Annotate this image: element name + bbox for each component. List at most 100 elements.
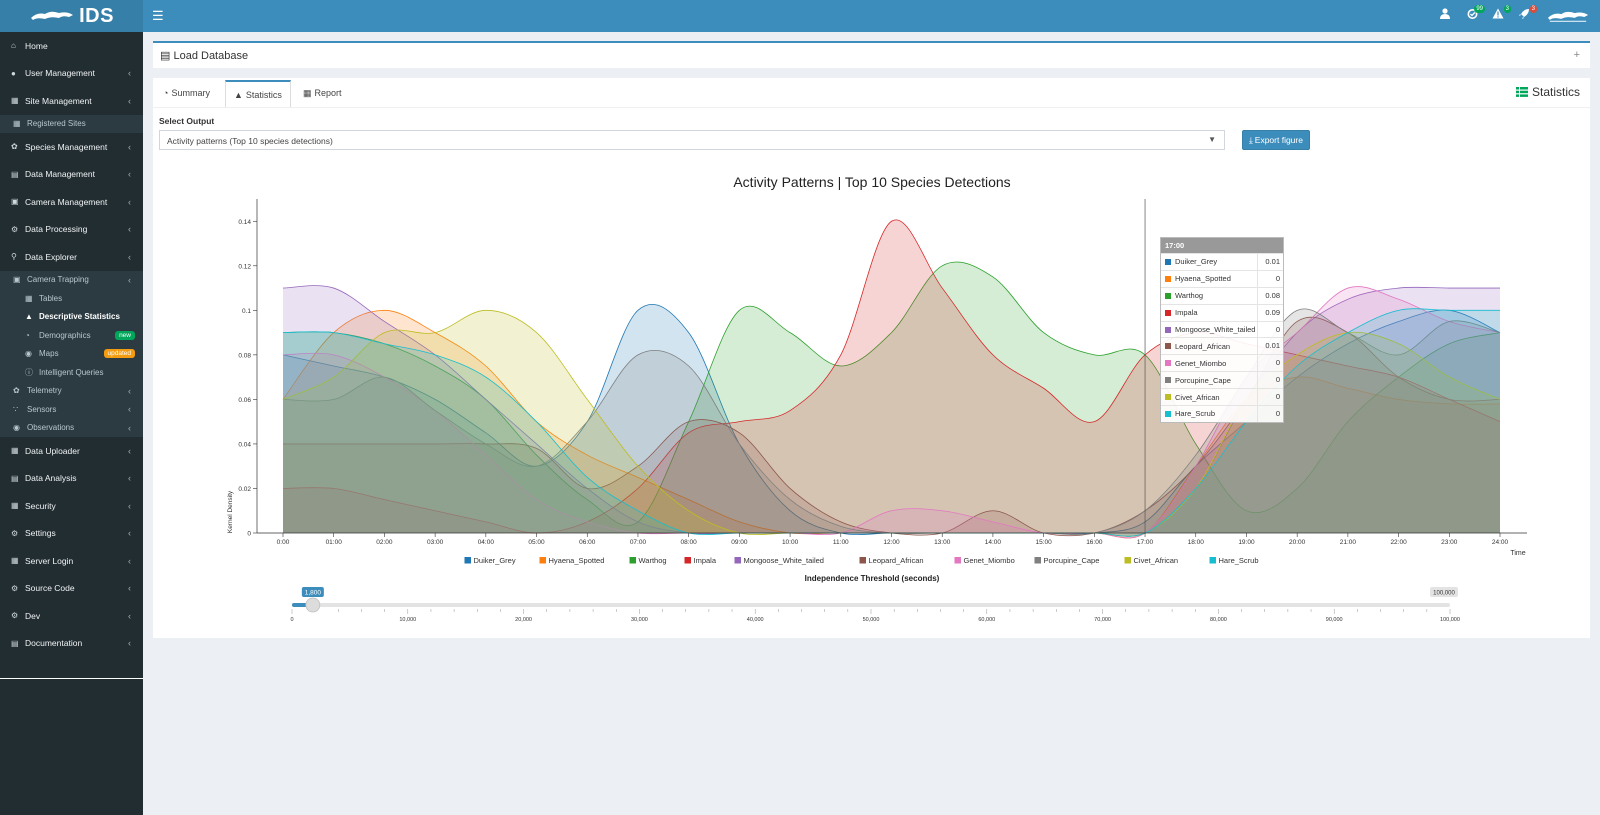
sidebar-divider — [0, 678, 143, 679]
tooltip-series-value: 0 — [1257, 355, 1283, 372]
sidebar-item-tables[interactable]: ▦ Tables — [0, 289, 143, 308]
load-database-header[interactable]: ▤ Load Database — [160, 49, 248, 62]
tooltip-swatch — [1165, 410, 1171, 417]
sidebar-item-home[interactable]: ⌂ Home — [0, 32, 143, 60]
report-icon: ▦ — [303, 87, 312, 98]
sidebar-item-server-login[interactable]: ▦ Server Login ‹ — [0, 547, 143, 575]
tooltip-row: Warthog 0.08 — [1161, 286, 1283, 304]
sidebar-item-label: Home — [25, 40, 48, 51]
sidebar-item-dev[interactable]: ⚙ Dev ‹ — [0, 602, 143, 630]
load-database-title: Load Database — [173, 50, 249, 62]
sidebar-item-label: Species Management — [25, 141, 108, 152]
lock-icon: ▦ — [11, 501, 19, 511]
sidebar-item-user-management[interactable]: ● User Management ‹ — [0, 60, 143, 88]
gear-icon: ⚙ — [11, 528, 19, 538]
tooltip-swatch — [1165, 292, 1171, 299]
tooltip-row: Impala 0.09 — [1161, 303, 1283, 321]
chevron-left-icon: ‹ — [128, 555, 131, 566]
sidebar-item-species-management[interactable]: ✿ Species Management ‹ — [0, 133, 143, 161]
sidebar-item-data-uploader[interactable]: ▦ Data Uploader ‹ — [0, 437, 143, 465]
sidebar-item-label: Dev — [25, 610, 41, 621]
sidebar-item-camera-trapping[interactable]: ▣ Camera Trapping ‹ — [0, 270, 143, 289]
sidebar-item-site-management[interactable]: ▦ Site Management ‹ — [0, 87, 143, 115]
tooltip-row: Hare_Scrub 0 — [1161, 405, 1283, 422]
chevron-left-icon: ‹ — [128, 274, 131, 285]
tab-report[interactable]: ▦ Report — [295, 80, 350, 106]
tooltip-series-value: 0 — [1257, 389, 1283, 406]
tooltip-series-value: 0 — [1257, 372, 1283, 389]
server-icon: ▦ — [11, 556, 19, 566]
sidebar-item-security[interactable]: ▦ Security ‹ — [0, 492, 143, 520]
question-icon: ⓘ — [25, 367, 33, 377]
load-database-box: ▤ Load Database + — [153, 41, 1590, 68]
gear-icon: ⚙ — [11, 224, 19, 234]
rocket-icon[interactable]: 3 — [1516, 5, 1537, 24]
warning-badge: 3 — [1503, 5, 1511, 13]
expand-icon[interactable]: + — [1573, 49, 1580, 61]
chart-tooltip: 17:00 Duiker_Grey 0.01 Hyaena_Spotted 0 Wart… — [1160, 237, 1284, 423]
sidebar-item-maps[interactable]: ◉ Maps updated — [0, 344, 143, 363]
sidebar-item-label: Telemetry — [27, 386, 62, 396]
tab-statistics[interactable]: ▲ Statistics — [225, 80, 291, 108]
sidebar-item-demographics[interactable]: ◔ Demographics new — [0, 326, 143, 345]
sidebar-item-observations[interactable]: ◉ Observations ‹ — [0, 418, 143, 437]
upload-icon: ▦ — [11, 446, 19, 456]
sidebar-item-source-code[interactable]: ⚙ Source Code ‹ — [0, 575, 143, 603]
app-logo[interactable]: IDS — [0, 0, 143, 32]
tooltip-swatch — [1165, 309, 1171, 316]
sidebar-item-label: Source Code — [25, 583, 75, 594]
area-chart-icon: ▲ — [234, 90, 243, 100]
warning-icon[interactable]: 3 — [1490, 5, 1511, 24]
sidebar-item-label: Demographics — [39, 330, 91, 340]
sidebar-item-intelligent-queries[interactable]: ⓘ Intelligent Queries — [0, 363, 143, 382]
sidebar-item-label: Data Analysis — [25, 473, 77, 484]
updated-badge: updated — [103, 349, 135, 359]
sidebar-item-registered-sites[interactable]: ▦ Registered Sites — [0, 114, 143, 133]
chevron-left-icon: ‹ — [128, 251, 131, 262]
sidebar-item-descriptive-statistics[interactable]: ▲ Descriptive Statistics — [0, 307, 143, 326]
search-icon: ⚲ — [11, 252, 17, 262]
sidebar-item-label: Security — [25, 500, 56, 511]
sidebar-item-label: Sensors — [27, 404, 57, 414]
menu-toggle-icon[interactable]: ☰ — [152, 8, 164, 23]
sidebar-item-label: Documentation — [25, 638, 83, 649]
download-icon: ⤓ — [1249, 134, 1253, 145]
sidebar-item-data-processing[interactable]: ⚙ Data Processing ‹ — [0, 216, 143, 244]
sidebar-item-camera-management[interactable]: ▣ Camera Management ‹ — [0, 188, 143, 216]
tooltip-series-value: 0.01 — [1257, 338, 1283, 355]
chevron-left-icon: ‹ — [128, 422, 131, 433]
database-icon: ▤ — [11, 169, 19, 179]
sidebar-item-label: Descriptive Statistics — [39, 312, 120, 322]
tooltip-series-value: 0 — [1257, 406, 1283, 422]
tasks-badge: 99 — [1474, 5, 1485, 13]
user-icon[interactable] — [1437, 8, 1453, 24]
chevron-left-icon: ‹ — [128, 95, 131, 106]
tooltip-swatch — [1165, 377, 1171, 384]
sidebar-item-data-explorer[interactable]: ⚲ Data Explorer ‹ — [0, 243, 143, 271]
tasks-icon[interactable]: 99 — [1464, 5, 1485, 24]
tab-summary[interactable]: ◔ Summary — [155, 80, 218, 106]
sidebar-item-sensors[interactable]: ∵ Sensors ‹ — [0, 400, 143, 419]
sidebar-item-label: Tables — [39, 293, 63, 303]
tooltip-time: 17:00 — [1161, 238, 1283, 253]
sidebar-item-label: Site Management — [25, 95, 92, 106]
output-select[interactable]: Activity patterns (Top 10 species detect… — [159, 130, 1225, 150]
chevron-left-icon: ‹ — [128, 196, 131, 207]
sidebar-item-data-management[interactable]: ▤ Data Management ‹ — [0, 161, 143, 189]
sidebar: ⌂ Home ● User Management ‹ ▦ Site Management… — [0, 32, 143, 815]
sidebar-item-label: Camera Management — [25, 196, 108, 207]
chevron-left-icon: ‹ — [128, 500, 131, 511]
top-navbar: IDS ☰ 99 3 3 — [0, 0, 1600, 32]
home-icon: ⌂ — [11, 41, 16, 51]
sidebar-item-telemetry[interactable]: ✿ Telemetry ‹ — [0, 381, 143, 400]
export-figure-button[interactable]: ⤓ Export figure — [1242, 130, 1310, 150]
sidebar-item-data-analysis[interactable]: ▤ Data Analysis ‹ — [0, 465, 143, 493]
panthera-logo-icon[interactable] — [1546, 6, 1590, 28]
pie-chart-icon: ◔ — [163, 88, 169, 98]
select-output-label: Select Output — [159, 116, 215, 126]
building-icon: ▦ — [11, 96, 19, 106]
sidebar-item-documentation[interactable]: ▤ Documentation ‹ — [0, 630, 143, 658]
chevron-left-icon: ‹ — [128, 583, 131, 594]
chevron-left-icon: ‹ — [128, 445, 131, 456]
sidebar-item-settings[interactable]: ⚙ Settings ‹ — [0, 520, 143, 548]
